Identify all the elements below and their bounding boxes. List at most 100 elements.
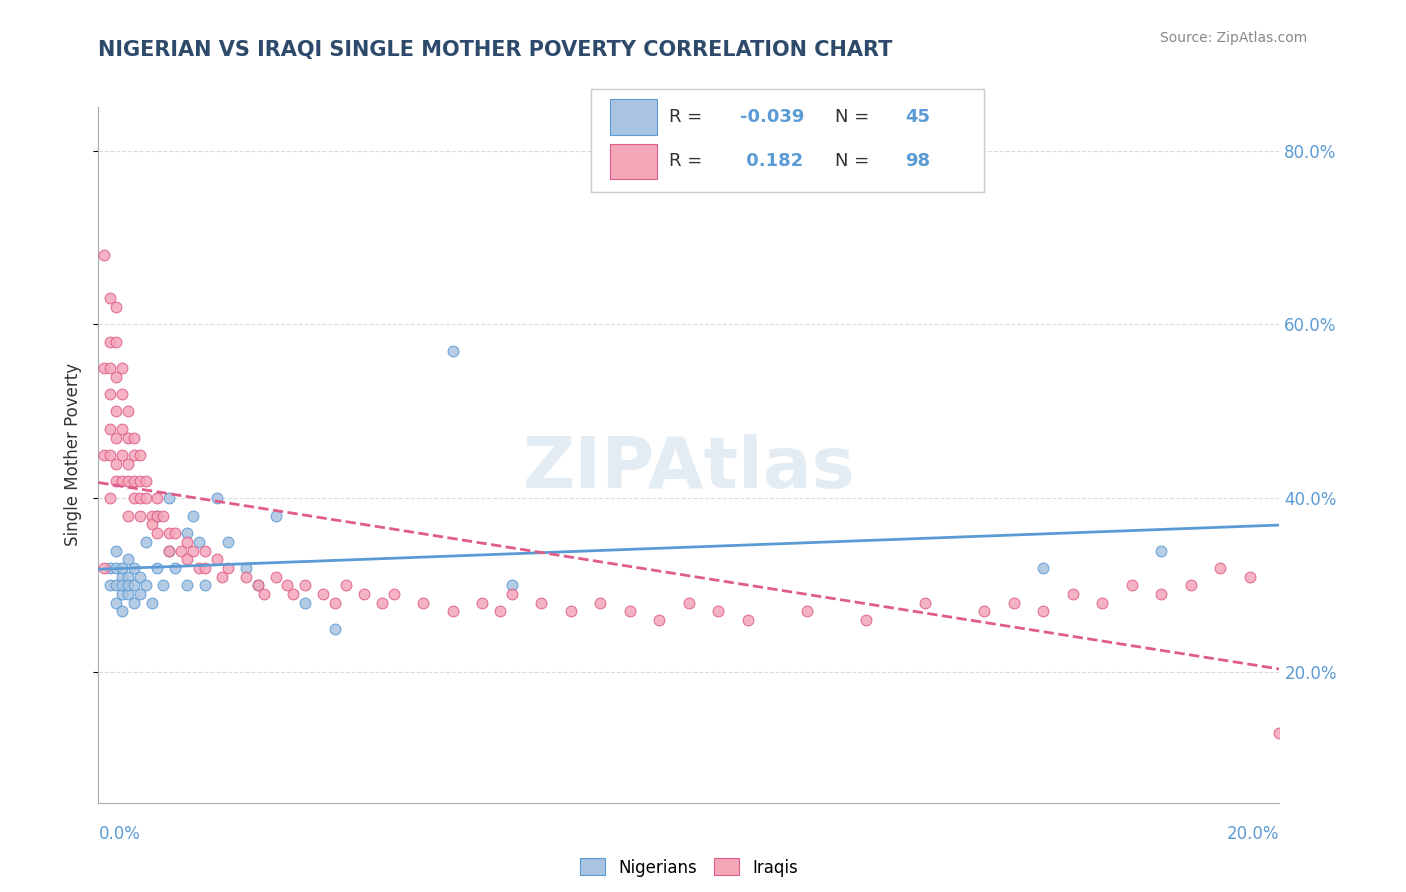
Point (111, 605, 134, 619)
Legend: Nigerians, Iraqis: Nigerians, Iraqis (572, 850, 806, 885)
Point (530, 596, 553, 610)
Point (98, 422, 121, 436)
Bar (610, 99, 658, 136)
Point (1150, 543, 1173, 558)
Point (146, 561, 169, 575)
Point (176, 578, 198, 592)
Point (194, 543, 217, 558)
Text: 0.182: 0.182 (740, 152, 803, 170)
Point (176, 526, 198, 541)
Point (111, 561, 134, 575)
Point (796, 605, 818, 619)
Point (146, 491, 169, 506)
Point (973, 605, 995, 619)
Point (235, 561, 257, 575)
Point (128, 448, 150, 462)
Point (146, 526, 169, 541)
Point (157, 543, 180, 558)
Point (165, 561, 187, 575)
Point (194, 578, 217, 592)
Point (294, 578, 316, 592)
Point (98, 360, 121, 375)
Point (122, 561, 145, 575)
Point (170, 543, 193, 558)
Point (117, 474, 139, 488)
Point (111, 360, 134, 375)
Point (117, 578, 139, 592)
Point (128, 474, 150, 488)
Point (141, 517, 163, 532)
Point (176, 552, 198, 566)
Point (146, 508, 169, 523)
Point (187, 534, 209, 549)
Point (111, 578, 134, 592)
Point (194, 561, 217, 575)
Point (122, 448, 145, 462)
Point (93, 360, 115, 375)
Point (217, 534, 239, 549)
Point (441, 343, 464, 358)
Point (648, 613, 671, 627)
Point (105, 457, 128, 471)
Point (111, 587, 134, 601)
Point (1032, 605, 1054, 619)
Point (441, 605, 464, 619)
Text: Source: ZipAtlas.com: Source: ZipAtlas.com (1160, 31, 1308, 45)
Point (128, 587, 150, 601)
Point (264, 570, 287, 584)
Text: R =: R = (669, 152, 709, 170)
Bar (610, 144, 658, 179)
Point (93, 448, 115, 462)
Text: R =: R = (669, 108, 709, 126)
Point (489, 605, 512, 619)
Point (1150, 587, 1173, 601)
Point (501, 578, 523, 592)
Point (135, 474, 157, 488)
Point (152, 508, 174, 523)
Point (117, 404, 139, 418)
Point (98, 561, 121, 575)
Point (135, 578, 157, 592)
Point (619, 605, 641, 619)
Point (105, 543, 128, 558)
Point (157, 543, 180, 558)
Point (122, 596, 145, 610)
Point (98, 578, 121, 592)
Point (157, 526, 180, 541)
Point (1091, 596, 1114, 610)
Point (176, 534, 198, 549)
Point (205, 491, 228, 506)
Point (111, 570, 134, 584)
Point (246, 578, 269, 592)
Point (246, 578, 269, 592)
Point (128, 491, 150, 506)
Point (323, 622, 346, 636)
Point (1002, 596, 1025, 610)
Point (105, 300, 128, 314)
Point (98, 448, 121, 462)
Point (294, 596, 316, 610)
Point (105, 334, 128, 349)
Point (98, 491, 121, 506)
Point (914, 596, 936, 610)
Point (93, 248, 115, 262)
Point (105, 404, 128, 418)
Point (471, 596, 494, 610)
Point (105, 561, 128, 575)
Point (117, 552, 139, 566)
Point (122, 474, 145, 488)
Y-axis label: Single Mother Poverty: Single Mother Poverty (65, 363, 83, 547)
Point (105, 578, 128, 592)
Point (264, 508, 287, 523)
Point (141, 596, 163, 610)
Text: 45: 45 (905, 108, 931, 126)
Point (335, 578, 357, 592)
Point (111, 474, 134, 488)
Point (187, 561, 209, 575)
Point (117, 587, 139, 601)
Point (283, 587, 305, 601)
Point (117, 430, 139, 444)
Point (165, 526, 187, 541)
Point (105, 369, 128, 384)
Point (737, 613, 759, 627)
